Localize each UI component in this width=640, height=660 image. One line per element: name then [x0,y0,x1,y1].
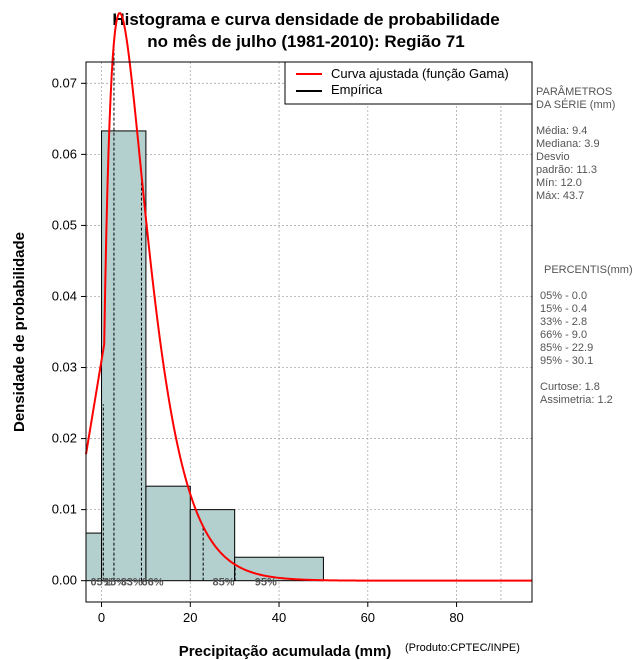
percentile-label: 05% [91,577,113,589]
percentile-label: 66% [142,577,164,589]
y-tick-label: 0.02 [52,431,77,446]
chart-title-line2: no mês de julho (1981-2010): Região 71 [147,32,464,51]
percentile-label: 33% [121,577,143,589]
legend-box [284,61,533,105]
series-parameter-line: Mín: 12.0 [536,177,582,189]
percentile-stat-line: 05% - 0.0 [540,290,587,302]
histogram-bar [101,130,147,582]
legend-empirical-label: Empírica [331,82,383,97]
series-parameter-line: Mediana: 3.9 [536,138,600,150]
percentile-stat-line: 33% - 2.8 [540,316,587,328]
percentile-stat-line: 95% - 30.1 [540,355,593,367]
y-tick-label: 0.06 [52,146,77,161]
percentile-stat-line: PERCENTIS(mm) [544,264,633,276]
x-axis: 0 20 40 60 80 [98,602,464,625]
y-axis-label: Densidade de probabilidade [11,232,28,432]
y-axis: 0.00 0.01 0.02 0.03 0.04 0.05 0.06 0.07 [52,75,86,588]
series-parameter-line: padrão: 11.3 [536,164,597,176]
x-tick-label: 0 [98,610,105,625]
histogram-bars [85,130,324,582]
x-axis-label: Precipitação acumulada (mm) [179,643,392,660]
y-tick-label: 0.07 [52,75,77,90]
histogram-bar [189,509,236,582]
percentile-label: 95% [255,577,277,589]
percentile-stat-line: 15% - 0.4 [540,303,587,315]
series-parameter-line: Máx: 43.7 [536,190,584,202]
series-parameter-line: DA SÉRIE (mm) [536,98,615,111]
percentile-labels: 05%15%33%66% 85% 95% [91,577,277,589]
legend: Curva ajustada (função Gama) Empírica [284,61,533,105]
percentile-lines [101,42,236,581]
x-tick-label: 60 [361,610,375,625]
y-tick-label: 0.03 [52,360,77,375]
credit-text: (Produto:CPTEC/INPE) [405,642,520,654]
y-tick-label: 0.00 [52,573,77,588]
y-tick-label: 0.04 [52,288,77,303]
series-parameter-line: Desvio [536,151,570,163]
series-parameter-line: Média: 9.4 [536,125,587,137]
chart-title-line1: Histograma e curva densidade de probabil… [112,10,499,29]
y-tick-label: 0.05 [52,217,77,232]
x-tick-label: 80 [449,610,463,625]
percentile-stat-line: Curtose: 1.8 [540,381,600,393]
y-tick-label: 0.01 [52,502,77,517]
x-tick-label: 40 [272,610,286,625]
percentile-stat-line: 66% - 9.0 [540,329,587,341]
percentile-stat-line: 85% - 22.9 [540,342,593,354]
series-parameters-panel: PARÂMETROS DA SÉRIE (mm) Média: 9.4Median… [536,85,633,406]
percentile-label: 85% [213,577,235,589]
histogram-bar [145,485,191,582]
histogram-bar [85,532,103,582]
series-parameter-line: PARÂMETROS [536,85,612,98]
percentile-stat-line: Assimetria: 1.2 [540,394,613,406]
legend-curve-label: Curva ajustada (função Gama) [331,66,509,81]
x-tick-label: 20 [183,610,197,625]
gamma-curve [85,12,532,582]
percentile-label: 15% [104,577,126,589]
